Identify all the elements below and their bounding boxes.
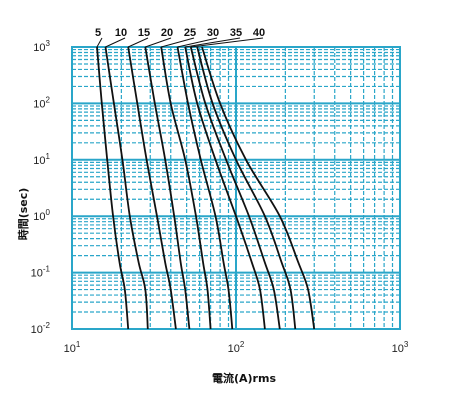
- label-leader-30: [177, 37, 218, 48]
- curve-25: [160, 46, 212, 330]
- curve-label-20: 20: [161, 27, 173, 39]
- curve-40: [189, 46, 281, 330]
- label-leader-40: [190, 37, 264, 48]
- y-axis-ticks: 103 102 101 100 10-1 10-2: [31, 39, 51, 336]
- y-tick-label: 103: [33, 39, 50, 54]
- y-tick-label: 101: [33, 152, 50, 167]
- x-tick-label: 102: [228, 340, 245, 355]
- y-axis-label: 時間(sec): [16, 188, 30, 241]
- y-tick-label: 10-2: [31, 321, 51, 336]
- x-tick-label: 101: [64, 340, 81, 355]
- curve-label-10: 10: [115, 27, 127, 39]
- plot-frame: [71, 46, 401, 330]
- curve-label-15: 15: [138, 27, 150, 39]
- y-tick-label: 10-1: [31, 265, 51, 280]
- curve-label-5: 5: [95, 27, 101, 39]
- curve-30: [176, 46, 234, 330]
- curve-label-35: 35: [230, 27, 242, 39]
- curve-labels: 5 10 15 20 25 30 35 40: [95, 27, 265, 48]
- x-axis-label: 電流(A)rms: [212, 371, 276, 385]
- curve-label-30: 30: [207, 27, 219, 39]
- x-axis-ticks: 101 102 103: [64, 340, 409, 355]
- label-leader-10: [105, 37, 126, 48]
- label-leader-25: [161, 37, 195, 48]
- curve-10: [104, 46, 149, 330]
- curve-unlabeled-1: [196, 46, 297, 330]
- x-tick-label: 103: [392, 340, 409, 355]
- label-leader-15: [127, 37, 149, 48]
- y-tick-label: 102: [33, 95, 50, 110]
- curve-label-25: 25: [184, 27, 196, 39]
- curve-label-40: 40: [253, 27, 265, 39]
- y-tick-label: 100: [33, 208, 50, 223]
- curves: [96, 46, 316, 330]
- label-leader-5: [96, 37, 103, 48]
- curve-35: [184, 46, 266, 330]
- curve-unlabeled-2: [201, 46, 316, 330]
- curve-5: [96, 46, 130, 330]
- label-leader-20: [145, 37, 172, 48]
- label-leader-35: [185, 37, 241, 48]
- curve-20: [144, 46, 191, 330]
- curve-15: [127, 46, 177, 330]
- grid: [71, 46, 401, 330]
